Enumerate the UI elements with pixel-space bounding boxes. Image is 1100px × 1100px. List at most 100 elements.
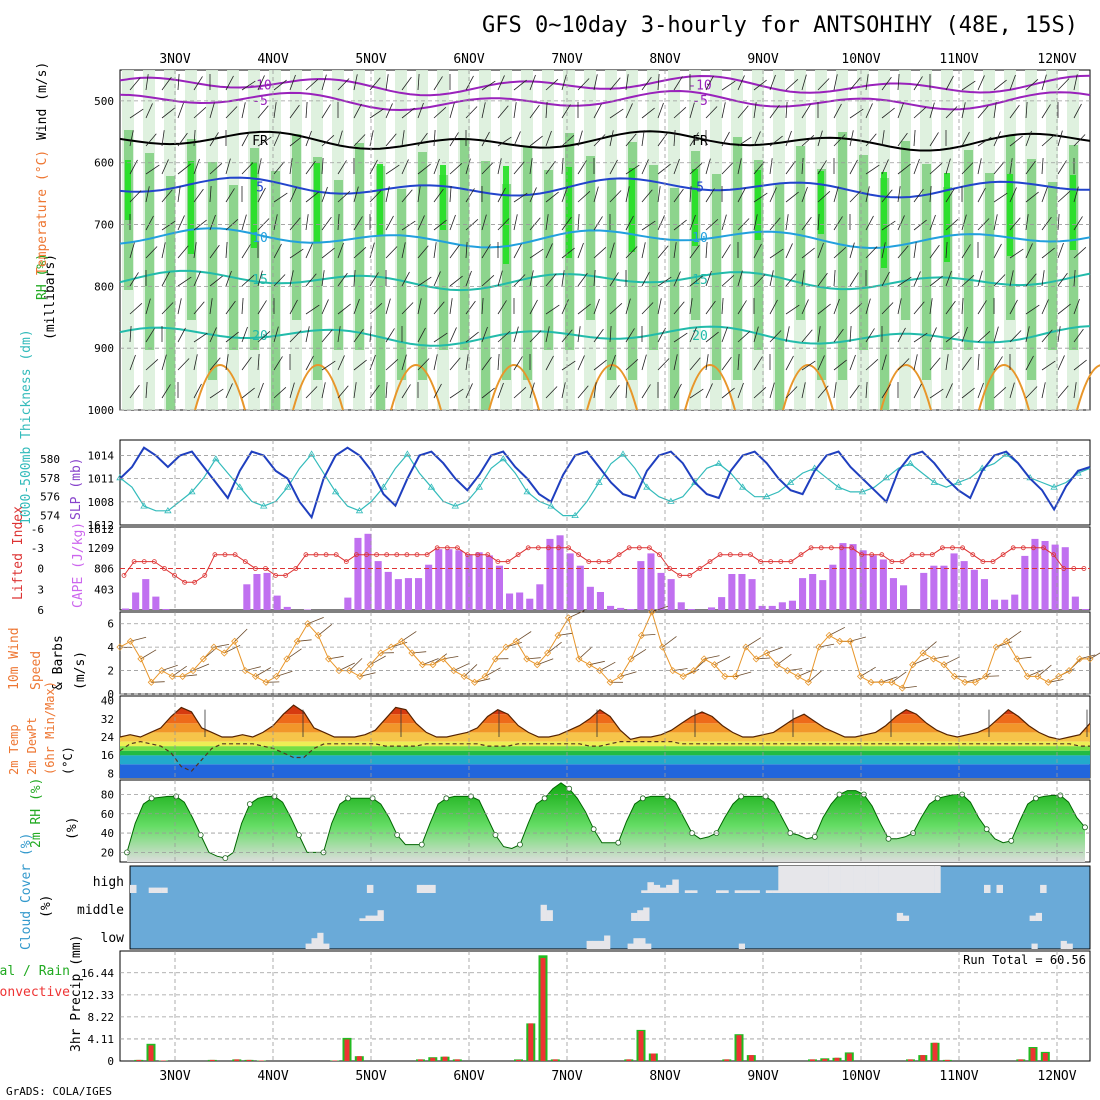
lifted-index-point [263, 566, 268, 571]
lifted-index-point [980, 559, 986, 564]
lifted-index-point [353, 552, 359, 558]
wind-barb [817, 272, 828, 287]
wind-speed-point [867, 678, 875, 686]
cloud-cover-bar [1031, 943, 1038, 949]
precip-conv-bar [516, 1059, 521, 1061]
wind-speed-point [721, 672, 729, 680]
wind-barb [753, 192, 768, 203]
temp-line [119, 704, 1091, 740]
isotherm-line [119, 325, 1091, 347]
cape-bar [1001, 599, 1009, 610]
wind-barb [913, 188, 924, 203]
wind-barb [497, 382, 504, 399]
rh-point [443, 795, 450, 802]
wind-barb [497, 187, 506, 203]
wind-barb [945, 270, 952, 287]
precip-frame [119, 950, 1091, 1062]
wind-barb [193, 332, 208, 343]
lifted-index-point [465, 552, 470, 558]
wind-barb [545, 304, 560, 315]
wind-barb [353, 74, 358, 91]
thickness-marker [595, 478, 603, 485]
wind-barb [657, 186, 661, 203]
wind-barb [721, 162, 734, 175]
wind-barb [913, 301, 925, 315]
wind-barb [337, 191, 351, 203]
cape-bar [364, 533, 372, 610]
wind-barb [849, 190, 862, 203]
cloud-cover-bar [927, 866, 935, 893]
cape-bar [576, 565, 584, 610]
wind-barb [161, 76, 172, 91]
wind-barb [993, 326, 999, 343]
wind-barb-10m [1027, 669, 1044, 677]
wind-barb [705, 188, 715, 203]
wind-speed-point [533, 661, 541, 669]
wind-barb [1009, 158, 1013, 175]
lifted-index-point [768, 559, 774, 564]
wind-barb [481, 214, 487, 231]
slp-tick-label: 1008 [88, 496, 115, 509]
cape-bar [980, 579, 988, 610]
wind-barb [369, 272, 379, 287]
wind-barb [993, 102, 997, 119]
wind-barb [721, 80, 736, 91]
legend-rh: RH (%) [35, 253, 50, 300]
wind-barb [401, 159, 409, 175]
wind-barb [1009, 217, 1021, 231]
rh-band-mid [208, 162, 217, 380]
wind-barb [529, 217, 541, 231]
cape-bar [991, 599, 999, 610]
precip-conv-bar [528, 1023, 534, 1061]
wind-barb [833, 269, 836, 287]
cloud-cover-bar [734, 890, 742, 893]
wind-barb [801, 329, 813, 343]
wind-barb [641, 159, 649, 175]
cloud-cover-bar [598, 940, 605, 949]
wind-speed-point [773, 661, 781, 669]
wind-barb [673, 107, 687, 119]
wind-barb [1041, 299, 1049, 315]
lifted-index-point [849, 545, 854, 551]
wind-barb [865, 103, 873, 119]
wind-barb [401, 302, 414, 315]
wind-barb [129, 159, 138, 175]
rh-band-mid [838, 132, 847, 380]
wind-speed-point [252, 672, 260, 680]
wind-barb [817, 130, 823, 147]
cloud-cover-bar [996, 884, 1003, 893]
lifted-index-point [202, 573, 208, 578]
lifted-index-point [717, 552, 723, 558]
wind-barb [545, 243, 553, 259]
wind-barb [177, 298, 182, 315]
wind-barb [225, 331, 239, 343]
wind-speed-point [491, 655, 500, 663]
cape-bar [152, 596, 160, 610]
precip-axis-label: 3hr Precip (mm) [69, 935, 84, 1052]
wind-barb [481, 244, 491, 259]
wind-barb [993, 387, 1007, 399]
date-label-top: 5NOV [355, 52, 386, 67]
wind-barb [529, 187, 537, 203]
thickness-tick-label: 580 [40, 453, 60, 466]
wind-barb [433, 188, 444, 203]
wind-barb [1025, 355, 1034, 371]
wind-barb [961, 214, 967, 231]
panel-temp2m: 8 16 24 32 40 2m Temp 2m DewPt (6hr Min/Max) (°C… [7, 681, 1091, 780]
wind-barb [513, 161, 525, 175]
wind-barb [369, 190, 382, 203]
wind-barb [321, 329, 333, 343]
cloud-cover-bar [934, 866, 941, 893]
wind-barb [1057, 78, 1070, 91]
wind-barb [673, 271, 681, 287]
wind-speed-point [804, 678, 812, 686]
lifted-index-point [576, 552, 582, 558]
cloud-cover-bar [797, 866, 804, 893]
thickness-marker [691, 478, 699, 485]
cape-bar [354, 537, 362, 610]
legend-temperature: Temperature (°C) [35, 150, 50, 275]
precip-tick-label: 16.44 [81, 967, 114, 980]
wind-barb [1041, 216, 1052, 231]
wind-barb [609, 190, 622, 203]
cape-bar [425, 564, 433, 610]
